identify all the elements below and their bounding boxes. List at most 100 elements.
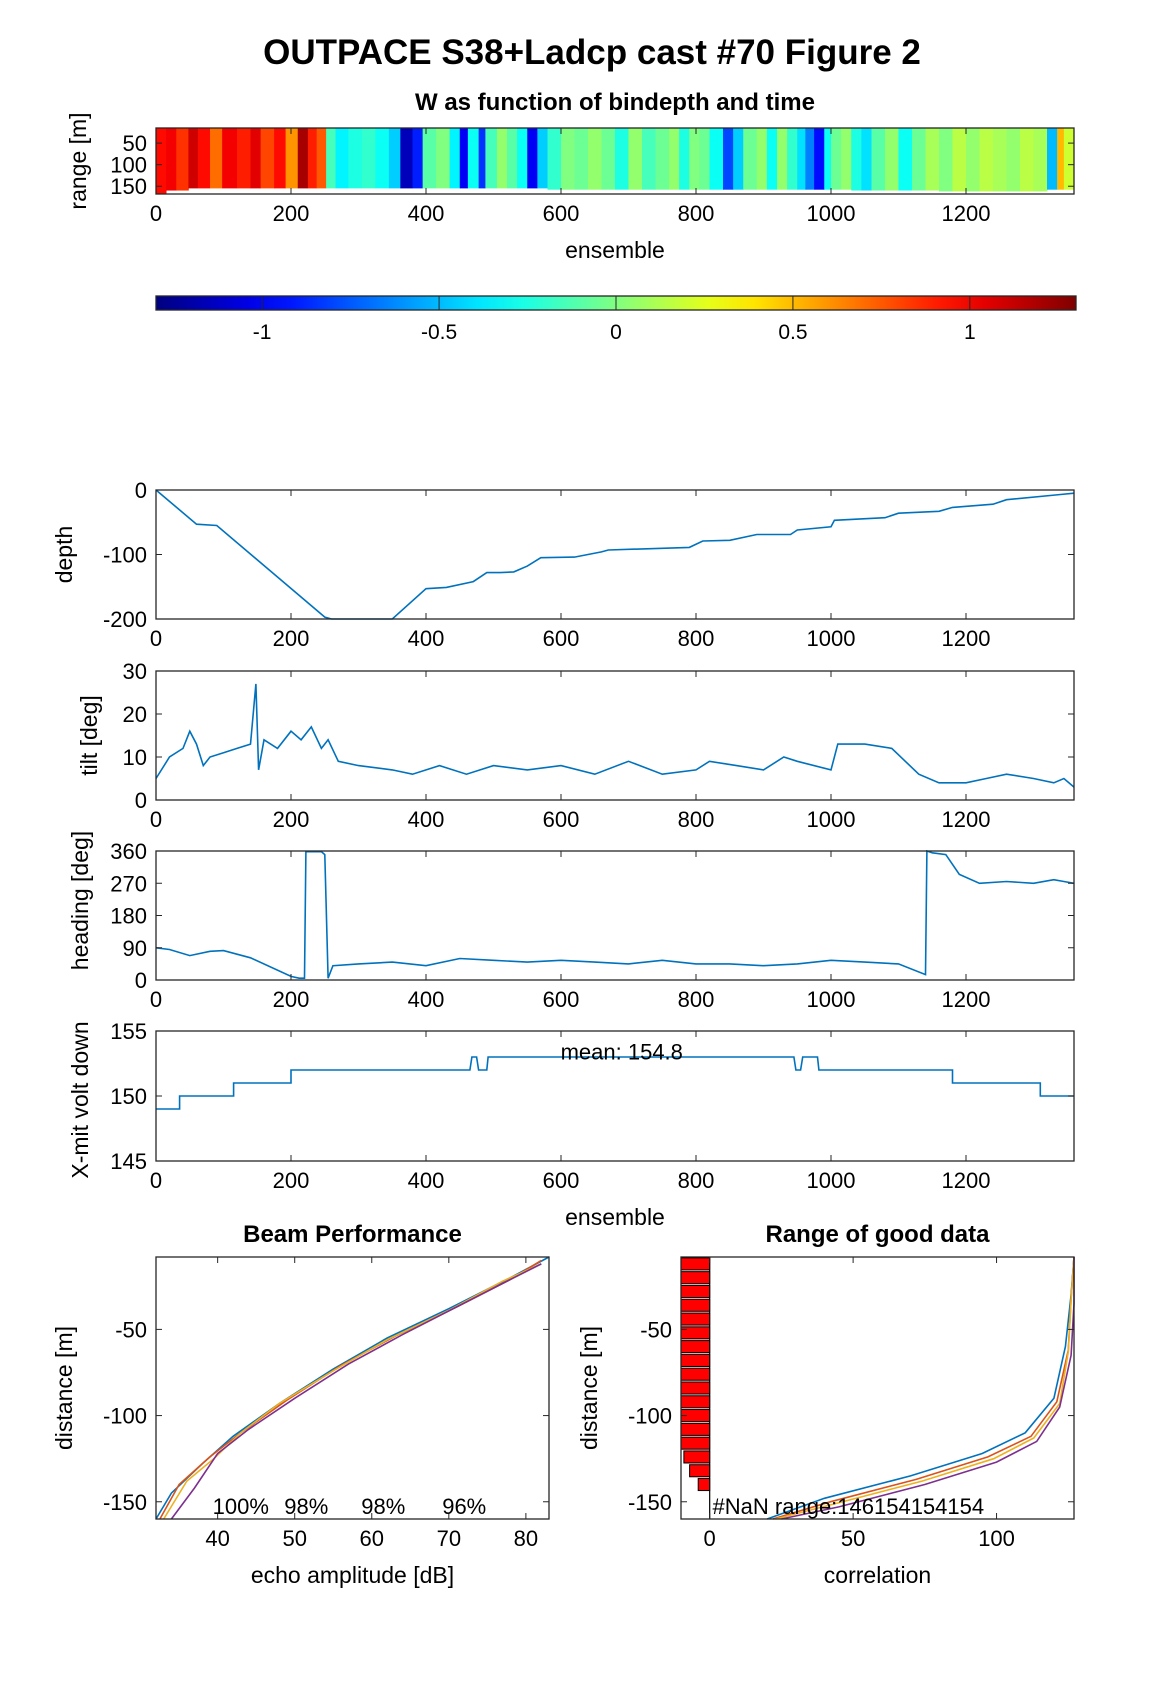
heatmap-cell [166, 128, 177, 191]
nan-range-annotation: #NaN range:146154154154 [713, 1494, 985, 1519]
y-tick-label: -100 [628, 1404, 672, 1429]
x-tick-label: 0 [150, 626, 162, 651]
x-tick-label: 50 [282, 1526, 306, 1551]
heatmap-cell [756, 128, 768, 190]
nan-bar [680, 1340, 711, 1354]
heatmap-cell [485, 128, 498, 189]
heatmap-cell [777, 128, 788, 190]
plot-frame [155, 1256, 550, 1520]
heatmap-cell [422, 128, 437, 189]
plot-frame [680, 1256, 1075, 1520]
x-tick-label: 1000 [807, 1168, 856, 1193]
x-tick-label: 200 [273, 1168, 310, 1193]
heatmap-cells [156, 128, 1074, 194]
heatmap-cell [250, 128, 262, 189]
heatmap-cell [188, 128, 199, 189]
heatmap-cell [601, 128, 616, 190]
y-axis-label: depth [51, 526, 77, 584]
range-beam-1-line [766, 1256, 1075, 1520]
tilt-series-line [155, 683, 1075, 788]
x-tick-label: 70 [437, 1526, 461, 1551]
range-title: Range of good data [766, 1221, 991, 1248]
heatmap-cell [939, 128, 953, 192]
x-tick-label: 400 [408, 201, 445, 226]
x-tick-label: 200 [273, 626, 310, 651]
heatmap-cell [297, 128, 309, 189]
x-axis-label: ensemble [565, 1204, 665, 1230]
heatmap-cell [805, 128, 815, 190]
y-axis-label: distance [m] [576, 1326, 602, 1450]
beam-4-line [170, 1263, 542, 1520]
colorbar-tick-label: 0 [610, 321, 622, 344]
x-tick-label: 200 [273, 987, 310, 1012]
heatmap-cell [537, 128, 548, 189]
heatmap-cell [1033, 128, 1048, 192]
x-tick-label: 0 [704, 1526, 716, 1551]
plot-frame [155, 670, 1075, 801]
y-tick-label: 20 [123, 702, 147, 727]
heatmap-cell [375, 128, 390, 189]
heatmap-cell [307, 128, 318, 189]
x-tick-label: 1200 [942, 807, 991, 832]
plot-frame [155, 127, 1075, 195]
beam-3-line [163, 1263, 542, 1520]
nan-bar [680, 1395, 711, 1409]
heatmap-cell [679, 128, 690, 190]
y-tick-label: -150 [628, 1490, 672, 1515]
x-tick-label: 800 [678, 626, 715, 651]
y-tick-label: 10 [123, 745, 147, 770]
y-tick-label: -100 [103, 543, 147, 568]
plot-frame [155, 850, 1075, 981]
range-beam-3-line [775, 1256, 1075, 1520]
heatmap-cell [797, 128, 806, 190]
depth-series-line [155, 489, 1075, 620]
heatmap-cell [885, 128, 899, 191]
heatmap-cell [733, 128, 744, 190]
heatmap-cell [952, 128, 967, 192]
y-tick-label: 145 [110, 1149, 147, 1174]
y-tick-label: -150 [103, 1490, 147, 1515]
heatmap-cell [388, 128, 401, 189]
heatmap-cell [176, 128, 189, 191]
x-tick-label: 800 [678, 987, 715, 1012]
y-tick-label: -200 [103, 607, 147, 632]
heatmap-cell [871, 128, 886, 191]
x-tick-label: 800 [678, 807, 715, 832]
heatmap-cell [1057, 128, 1065, 190]
heatmap-cell [222, 128, 238, 189]
colorbar-tick-label: -0.5 [421, 321, 457, 344]
x-tick-label: 60 [360, 1526, 384, 1551]
heatmap-cell [496, 128, 508, 189]
x-tick-label: 1200 [942, 1168, 991, 1193]
heatmap-cell [316, 128, 327, 189]
heatmap-cell [1020, 128, 1034, 192]
y-tick-label: 50 [123, 131, 147, 156]
y-tick-label: 180 [110, 904, 147, 929]
beam-percent-label: 98% [361, 1494, 405, 1519]
heatmap-cell [547, 128, 562, 190]
heatmap-cell [766, 128, 778, 190]
plot-heading: 0 200 400 600 800 1000 1200 0 90 180 270 360 heading… [67, 831, 1075, 1012]
heatmap-cell [669, 128, 680, 190]
heatmap-cell [260, 128, 275, 189]
nan-bar [680, 1436, 711, 1450]
x-tick-label: 1000 [807, 626, 856, 651]
y-tick-label: -50 [115, 1317, 147, 1342]
heatmap-cell [436, 128, 451, 189]
heatmap-cell [615, 128, 629, 190]
plot-tilt: 0 200 400 600 800 1000 1200 0 10 20 30 tilt [deg] [76, 659, 1075, 832]
nan-bar [680, 1326, 711, 1340]
heatmap-cell [966, 128, 980, 192]
x-tick-label: 40 [205, 1526, 229, 1551]
nan-bar [680, 1353, 711, 1367]
x-tick-label: 1200 [942, 201, 991, 226]
y-axis-label: distance [m] [51, 1326, 77, 1450]
heatmap-cell [642, 128, 656, 190]
y-tick-label: 150 [110, 174, 147, 199]
y-tick-label: 150 [110, 1084, 147, 1109]
x-tick-label: 50 [841, 1526, 865, 1551]
y-axis-label: tilt [deg] [76, 695, 102, 776]
heatmap-cell [412, 128, 424, 189]
